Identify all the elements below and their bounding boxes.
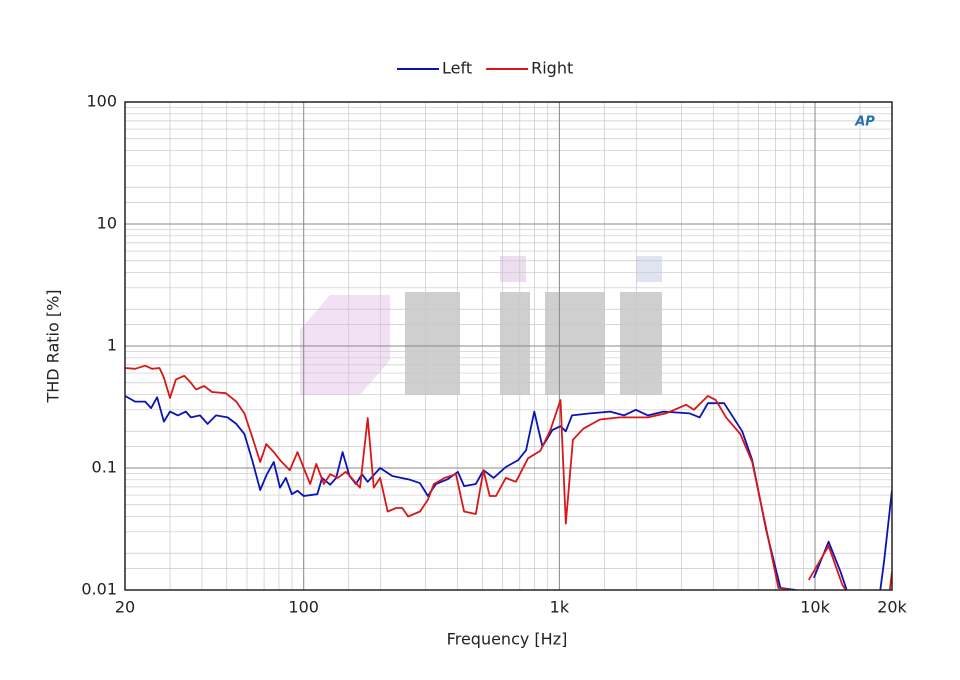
x-tick-label: 1k (550, 598, 570, 617)
y-tick-label: 1 (107, 336, 117, 355)
x-tick-label: 20k (877, 598, 907, 617)
y-tick-label: 100 (86, 92, 117, 111)
x-tick-label: 100 (288, 598, 319, 617)
y-tick-label: 10 (97, 214, 117, 233)
legend-item: Right (486, 59, 573, 78)
y-axis-label: THD Ratio [%] (44, 289, 63, 403)
legend-label: Left (442, 59, 472, 78)
y-tick-label: 0.1 (92, 458, 117, 477)
plot-frame (124, 101, 893, 591)
x-tick-label: 10k (800, 598, 830, 617)
x-tick-label: 20 (115, 598, 135, 617)
legend-item: Left (397, 59, 472, 78)
y-tick-label: 0.01 (81, 580, 117, 599)
legend-label: Right (531, 59, 573, 78)
x-axis-label: Frequency [Hz] (447, 630, 568, 649)
logo: AP (854, 115, 875, 130)
